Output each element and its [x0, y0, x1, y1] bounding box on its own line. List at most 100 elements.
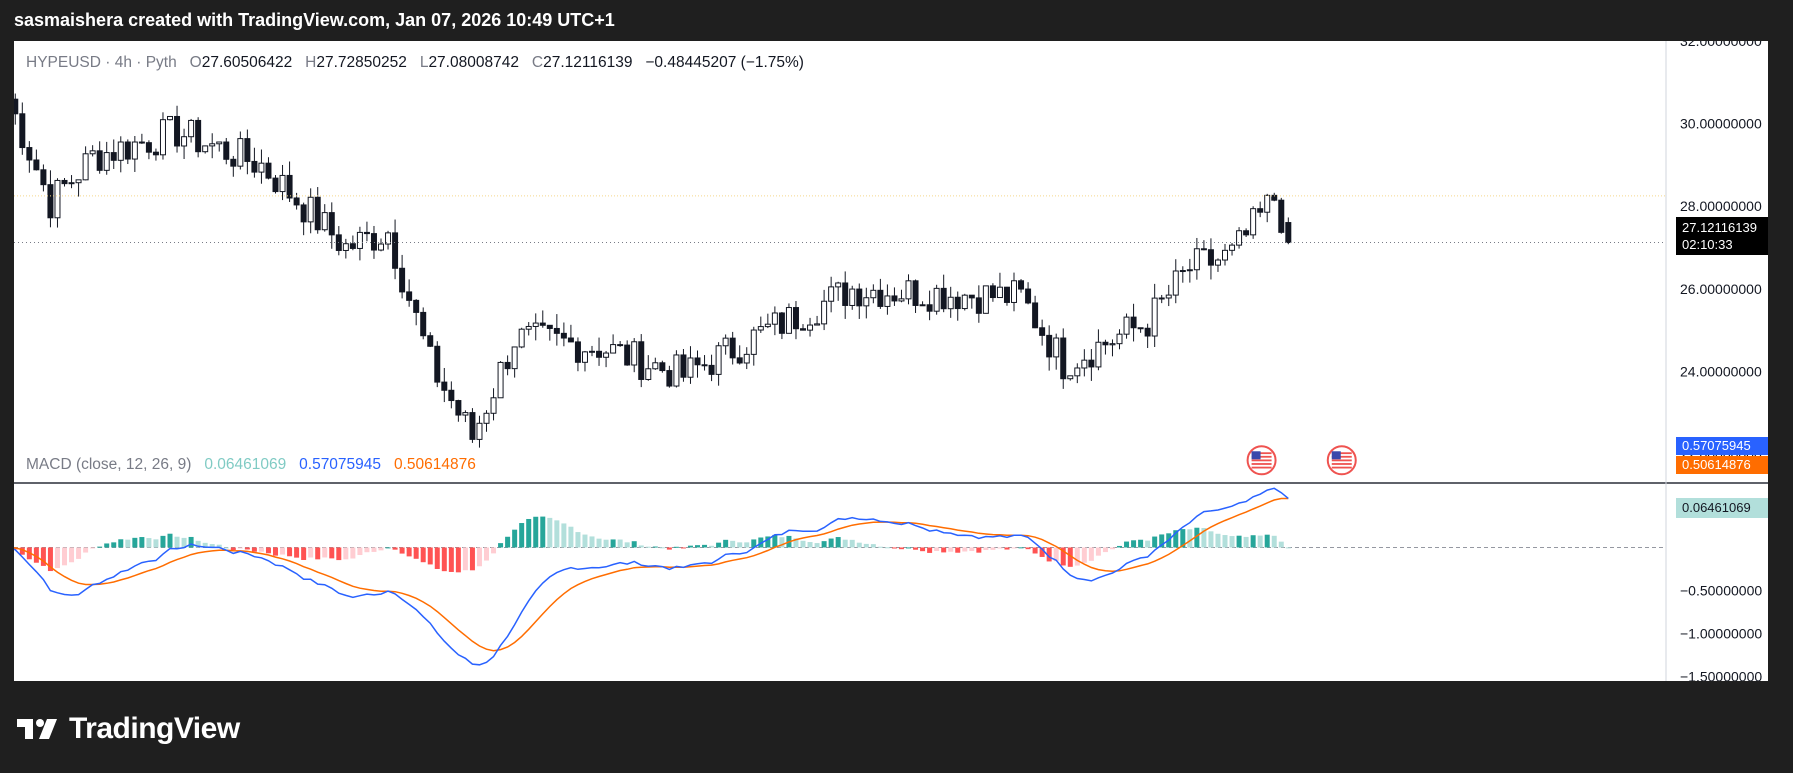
macd-hist-bar	[427, 547, 433, 565]
candle-up	[863, 297, 870, 307]
candle-down	[912, 280, 919, 306]
flag-stripe	[1251, 463, 1272, 465]
price-badge-value: 27.12116139	[1682, 220, 1757, 235]
candle-down	[926, 304, 933, 312]
candle-down	[1207, 249, 1214, 266]
macd-tick-label: −0.50000000	[1680, 582, 1762, 598]
candle-down	[1046, 334, 1053, 358]
candle-down	[856, 288, 863, 307]
macd-hist-bar	[19, 547, 25, 555]
macd-hist-bar	[1011, 547, 1017, 549]
macd-hist-badge: 0.06461069	[1676, 498, 1768, 518]
macd-hist-bar	[1229, 536, 1235, 548]
macd-hist-bar	[906, 547, 912, 549]
candle-down	[145, 142, 152, 153]
candle-up	[68, 182, 75, 185]
macd-hist-bar	[976, 547, 982, 553]
macd-hist-bar	[1102, 547, 1108, 553]
candle-up	[1067, 375, 1074, 380]
candle-up	[490, 397, 497, 414]
macd-hist-bar	[357, 547, 363, 556]
candle-down	[40, 169, 47, 186]
macd-hist-bar	[469, 547, 475, 571]
candle-down	[96, 150, 103, 171]
candle-up	[483, 412, 490, 424]
candle-down	[1130, 316, 1137, 329]
tradingview-logo-icon	[17, 719, 57, 739]
candle-up	[849, 288, 856, 306]
candle-down	[1137, 327, 1144, 330]
macd-hist-bar	[1278, 541, 1284, 548]
candle-down	[546, 324, 553, 329]
macd-title[interactable]: MACD (close, 12, 26, 9)	[26, 456, 192, 473]
candle-up	[1151, 297, 1158, 337]
flag-stripe	[1251, 455, 1272, 458]
tradingview-logo[interactable]: TradingView	[17, 712, 240, 746]
candle-up	[996, 286, 1003, 299]
us-flag-icon[interactable]	[1246, 445, 1277, 476]
macd-hist-bar	[828, 538, 834, 548]
price-tick-label: 30.00000000	[1680, 116, 1762, 132]
macd-hist-bar	[1201, 528, 1207, 548]
candle-down	[152, 151, 159, 156]
candle-down	[940, 287, 947, 310]
candle-up	[1081, 359, 1088, 369]
macd-hist-bar	[1173, 530, 1179, 548]
macd-hist-bar	[132, 537, 138, 548]
candle-down	[1200, 248, 1207, 251]
candle-down	[1032, 302, 1039, 329]
macd-hist-bar	[76, 547, 82, 559]
macd-hist-bar	[582, 534, 588, 548]
macd-hist-bar	[1250, 535, 1256, 548]
candle-down	[680, 354, 687, 378]
macd-hist-bar	[1236, 535, 1242, 548]
candle-up	[1172, 270, 1179, 296]
us-flag-icon[interactable]	[1326, 445, 1357, 476]
symbol-legend: HYPEUSD · 4h · Pyth O27.60506422 H27.728…	[26, 54, 804, 71]
candle-down	[701, 364, 708, 367]
macd-hist-bar	[223, 547, 229, 549]
candle-down	[392, 232, 399, 269]
macd-hist-bar	[723, 539, 729, 548]
candle-down	[174, 115, 181, 147]
candle-down	[47, 184, 54, 219]
chart-area[interactable]: 32.00000000 30.00000000 28.00000000 26.0000…	[14, 41, 1768, 681]
macd-hist-bar	[1046, 547, 1052, 562]
macd-hist-bar	[40, 547, 46, 566]
macd-hist-bar	[1152, 536, 1158, 548]
macd-hist-bar	[941, 547, 947, 553]
flag-stripe	[1331, 459, 1352, 462]
macd-hist-bar	[33, 547, 39, 563]
candle-up	[1222, 249, 1229, 261]
candle-up	[961, 294, 968, 310]
candle-down	[567, 337, 574, 343]
chart-svg[interactable]: 32.00000000 30.00000000 28.00000000 26.0000…	[14, 41, 1768, 681]
candle-up	[1074, 367, 1081, 377]
candle-up	[1158, 297, 1165, 300]
macd-line-badge: 0.57075945	[1676, 437, 1768, 455]
candle-up	[532, 322, 539, 327]
macd-hist-bar	[779, 537, 785, 548]
symbol-info[interactable]: HYPEUSD · 4h · Pyth	[26, 54, 177, 71]
candle-down	[989, 285, 996, 299]
macd-hist-bar	[1088, 547, 1094, 561]
candle-up	[589, 350, 596, 353]
flag-stripe	[1331, 452, 1352, 455]
macd-hist-bar	[962, 547, 968, 552]
candle-up	[1109, 343, 1116, 346]
candle-down	[427, 335, 434, 347]
macd-hist-bar	[181, 537, 187, 548]
macd-hist-bar	[1187, 529, 1193, 548]
macd-hist-bar	[575, 532, 581, 548]
price-badge: 27.12116139 02:10:33	[1676, 217, 1768, 255]
candle-down	[223, 141, 230, 160]
macd-hist-bar	[406, 547, 412, 557]
candle-up	[1229, 244, 1236, 251]
candle-down	[1278, 199, 1285, 233]
candle-up	[1116, 333, 1123, 345]
candle-up	[905, 280, 912, 300]
candle-up	[1236, 230, 1243, 246]
candle-down	[124, 141, 131, 160]
macd-hist-bar	[1025, 547, 1031, 550]
macd-hist-bar	[849, 539, 855, 548]
